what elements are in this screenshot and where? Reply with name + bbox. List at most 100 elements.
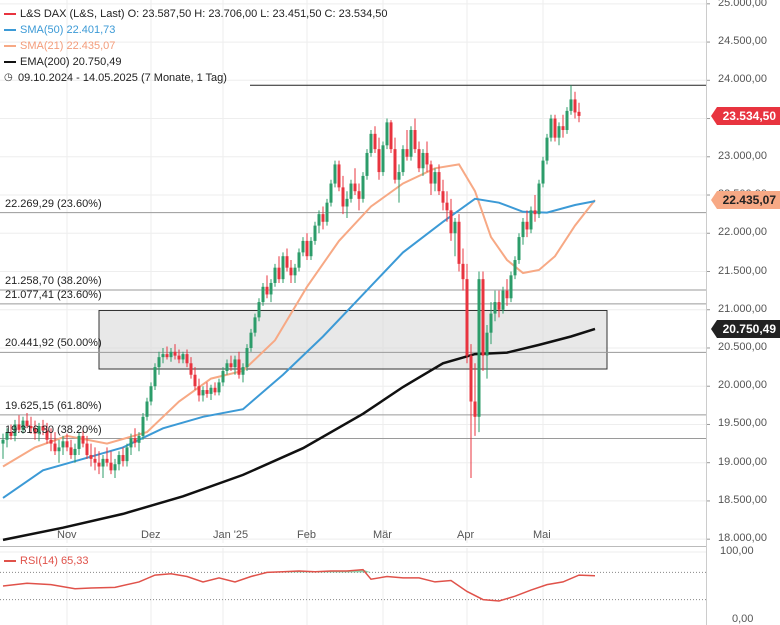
candle [357,183,361,211]
candle [61,435,65,456]
candle-body [65,441,69,448]
candle [445,191,449,222]
candle [421,149,425,176]
candle-body [241,367,245,375]
fib-label: 20.441,92 (50.00%) [5,337,102,350]
rsi-y-label-bottom: 0,00 [732,613,754,625]
candle [285,248,289,272]
candle-body [313,225,317,241]
candle-body [237,359,241,375]
candle-body [121,455,125,462]
candle [117,451,121,471]
y-axis-label: 19.500,00 [718,417,767,430]
candle-body [325,202,329,222]
candle [1,433,5,459]
candle-body [57,447,61,452]
candle-body [553,118,557,138]
sma21-line [2,163,596,468]
candle [149,382,153,406]
candle [205,382,209,398]
candle-body [133,438,137,443]
candle-body [285,256,289,268]
candle-body [69,447,73,456]
candle [221,367,225,387]
candle-body [301,240,305,253]
candle-body [109,462,113,471]
x-axis-label: Jan '25 [213,529,249,541]
candle-body [541,160,545,184]
candle-body [277,267,281,280]
candle-body [37,425,41,434]
candle [253,313,257,337]
candle-body [21,420,25,430]
candle [225,359,229,375]
candle [481,271,485,371]
candle-body [577,111,581,116]
instrument-ohlc: L&S DAX (L&S, Last) O: 23.587,50 H: 23.7… [20,8,388,20]
candle [113,458,117,478]
candle-body [113,464,117,471]
candle [109,451,113,475]
candle-body [421,152,425,169]
candle [169,347,173,362]
candle-body [281,256,285,280]
candle [57,439,61,463]
candle [565,107,569,134]
candle [273,263,277,287]
candle [233,355,237,375]
candle [549,114,553,142]
candle [465,263,469,364]
candle [385,118,389,150]
candle [69,439,73,459]
x-axis-label: Mai [533,529,551,541]
sma50-swatch [4,29,16,31]
candle [73,443,77,463]
fib-label: 21.258,70 (38.20%) [5,274,102,287]
candle-body [293,267,297,276]
candle [237,351,241,379]
candle [33,420,37,440]
candle [269,279,273,303]
candle-body [193,374,197,387]
candle [177,349,181,364]
legend-sma50: SMA(50) 22.401,73 [4,22,388,38]
candle-body [501,290,505,310]
candle [129,433,133,456]
y-axis-label: 21.000,00 [718,302,767,315]
candle-body [305,240,309,257]
candle-body [129,438,133,448]
candle [337,160,341,192]
candle [509,271,513,303]
candle [561,114,565,138]
candle [373,126,377,153]
candle-body [349,183,353,199]
candle [529,206,533,234]
candle [525,210,529,238]
candle-body [365,152,369,176]
candle-body [485,332,489,356]
candle [297,248,301,272]
candle-body [197,386,201,396]
candle-body [209,387,213,394]
y-axis-label: 24.500,00 [718,35,767,48]
candle [97,451,101,475]
candle-body [29,425,33,429]
x-axis-label: Dez [141,529,161,541]
fib-label: 21.077,41 (23.60%) [5,288,102,301]
candle [417,141,421,173]
candle-body [89,455,93,459]
candle-body [53,443,57,452]
candle-body [413,130,417,150]
candle [145,397,149,421]
candle [433,168,437,192]
candle-body [317,214,321,226]
candle-body [369,133,373,153]
candle [413,118,417,153]
candle-body [341,187,345,207]
candle [93,447,97,471]
candle-body [321,214,325,222]
candle [245,344,249,371]
x-axis-label: Nov [57,529,77,541]
legend-ema200: EMA(200) 20.750,49 [4,54,388,70]
